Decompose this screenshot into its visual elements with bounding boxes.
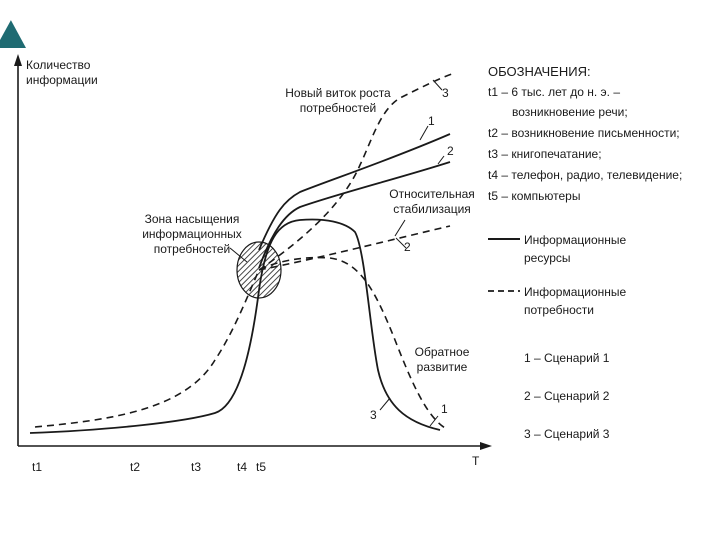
leader-curve3-bottom bbox=[379, 397, 391, 411]
leader-curve2-mid bbox=[395, 237, 407, 249]
x-axis-arrow bbox=[480, 442, 492, 450]
annotation-stabilization: Относительная стабилизация bbox=[389, 187, 475, 216]
legend-resources-line2: ресурсы bbox=[524, 251, 571, 265]
y-axis-label: Количество информации bbox=[26, 58, 98, 87]
leader-curve1-top bbox=[419, 125, 429, 141]
legend-scenario-3: 3 – Сценарий 3 bbox=[524, 427, 610, 441]
x-tick-t3: t3 bbox=[191, 460, 202, 474]
legend-t3: t3 – книгопечатание; bbox=[488, 147, 602, 161]
curve-number-3-top: 3 bbox=[442, 86, 449, 100]
legend-scenario-1: 1 – Сценарий 1 bbox=[524, 351, 610, 365]
curve-number-2-top: 2 bbox=[447, 144, 454, 158]
curve-number-3-bottom: 3 bbox=[370, 408, 377, 422]
leader-curve2-top bbox=[437, 155, 445, 165]
resources-curve-3 bbox=[29, 218, 441, 434]
leader-stabilization bbox=[394, 219, 406, 237]
legend-t1-line1: t1 – 6 тыс. лет до н. э. – bbox=[488, 85, 621, 99]
leader-curve1-bottom bbox=[429, 415, 439, 427]
x-tick-t1: t1 bbox=[32, 460, 43, 474]
resources-curve-2 bbox=[258, 161, 451, 269]
curve-number-1-top: 1 bbox=[428, 114, 435, 128]
legend-header: ОБОЗНАЧЕНИЯ: bbox=[488, 64, 591, 79]
legend-needs-line2: потребности bbox=[524, 303, 594, 317]
x-tick-t4: t4 bbox=[237, 460, 248, 474]
y-axis-label-line: Количество информации bbox=[26, 58, 106, 88]
leader-saturation bbox=[229, 247, 248, 263]
legend-t2: t2 – возникновение письменности; bbox=[488, 126, 680, 140]
curve-number-2-mid: 2 bbox=[404, 240, 411, 254]
needs-curve-1 bbox=[34, 256, 446, 429]
x-tick-t2: t2 bbox=[130, 460, 141, 474]
resources-curve-1 bbox=[258, 133, 451, 251]
annotation-saturation-zone: Зона насыщения информационных потребност… bbox=[142, 212, 242, 256]
y-axis-arrow bbox=[14, 54, 22, 66]
needs-curve-3 bbox=[258, 73, 453, 271]
leader-curve3-top bbox=[432, 79, 443, 91]
legend-resources-line1: Информационные bbox=[524, 233, 627, 247]
curve-number-1-bottom: 1 bbox=[441, 402, 448, 416]
legend-scenario-2: 2 – Сценарий 2 bbox=[524, 389, 610, 403]
x-axis-label: T bbox=[472, 454, 480, 468]
x-tick-t5: t5 bbox=[256, 460, 267, 474]
annotation-new-round: Новый виток роста потребностей bbox=[285, 86, 391, 115]
legend-needs-line1: Информационные bbox=[524, 285, 627, 299]
legend-t5: t5 – компьютеры bbox=[488, 189, 581, 203]
needs-curve-2 bbox=[258, 225, 451, 271]
annotation-reverse: Обратное развитие bbox=[414, 345, 470, 374]
legend-t1-line2: возникновение речи; bbox=[512, 105, 628, 119]
legend-t4: t4 – телефон, радио, телевидение; bbox=[488, 168, 683, 182]
